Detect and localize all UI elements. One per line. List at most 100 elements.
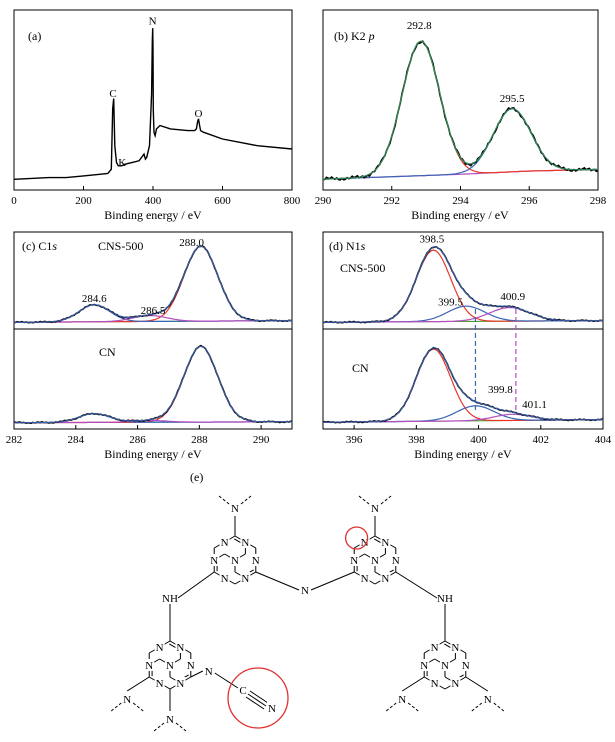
heptazine-1-atom-3: N: [221, 573, 229, 585]
bridge-1a: [255, 571, 300, 591]
panel-a-tick-label-4: 800: [284, 195, 301, 207]
amine-h3-bottom-dash-a: [153, 722, 165, 732]
bridge-1b: [310, 571, 355, 591]
heptazine-2-atom-9-bg: [380, 572, 391, 584]
panel-d-label-orbital: s: [361, 239, 366, 253]
heptazine-2-atom-10: N: [361, 573, 369, 585]
heptazine-4-atom-26-bg: [429, 641, 440, 653]
heptazine-1-atom-1: N: [252, 555, 260, 567]
cyano-n-bg: [267, 702, 277, 714]
amine-h3-left-bond: [126, 676, 150, 692]
cyano-link-b: [214, 672, 239, 689]
panel-d-sub1-annotation-0: 399.8: [488, 384, 513, 396]
panel-c-sub0-annotation-0: 288.0: [179, 237, 204, 249]
panel-d-tick-label-4: 404: [595, 434, 612, 446]
cyano-triple-3: [245, 696, 265, 710]
heptazine-4-atom-23-bg: [450, 677, 461, 689]
panel-d-sub1-annotation-1: 401.1: [522, 399, 547, 411]
panel-a-tick-label-0: 0: [11, 195, 17, 207]
heptazine-3-atom-20-bg: [165, 659, 175, 671]
bridge-1-n-bg: [300, 584, 310, 596]
heptazine-3-atom-15: N: [187, 660, 195, 672]
panel-d-plot: 398.5 399.5 400.9 399.8 401.1 396 398 400 402 404: [322, 233, 612, 446]
heptazine-2-atom-7-bg: [380, 536, 391, 548]
panel-b: (b) K2 p 290 292 294 296 298 292.8 295.5 Bindi…: [315, 9, 607, 222]
panel-c: (c) C1s CNS-500 CN 288.0 284.6 286.5 282 284…: [6, 231, 293, 461]
panel-b-plot: 290 292 294 296 298 292.8 295.5: [315, 20, 607, 207]
amine-h3-left-dash-a: [110, 702, 122, 712]
panel-b-tick-label-3: 296: [521, 195, 538, 207]
heptazine-3-atom-19-bg: [154, 641, 165, 653]
heptazine-4-atom-22-bg: [460, 659, 471, 671]
cyano-c-bg: [238, 684, 248, 696]
amine-h4-right-dash-a: [471, 702, 483, 712]
panel-d-sub1-peak-0: [323, 348, 603, 423]
panel-a-xlabel: Binding energy / eV: [104, 208, 202, 222]
heptazine-4-atom-21: N: [451, 642, 459, 654]
panel-b-annotation-1: 295.5: [500, 93, 525, 105]
panel-a: (a) 0 200 400 600 800 C K N O Binding energy / e…: [11, 9, 301, 222]
panel-a-annotation-2: N: [149, 16, 157, 28]
heptazine-3-atom-15-bg: [185, 659, 196, 671]
panel-a-survey-line: [13, 28, 293, 180]
heptazine-4-atom-23: N: [451, 678, 459, 690]
heptazine-1-atom-6: N: [231, 555, 239, 567]
panel-d-sample-top: CNS-500: [340, 261, 385, 275]
panel-d: (d) N1s CNS-500 CN 398.5 399.5 400.9 399.8 4…: [322, 231, 612, 461]
cyano-link-a: [190, 670, 204, 678]
panel-d-xlabel: Binding energy / eV: [414, 447, 512, 461]
amine-h4-right-dash-b: [493, 702, 505, 712]
panel-c-xlabel: Binding energy / eV: [104, 447, 202, 461]
amine-h4-right-n-bg: [482, 693, 493, 705]
heptazine-2-atom-13-bg: [370, 554, 380, 566]
panel-a-plot: 0 200 400 600 800 C K N O: [11, 16, 301, 207]
heptazine-1-atom-0-bg: [240, 536, 251, 548]
heptazine-3-atom-17: N: [156, 678, 164, 690]
heptazine-4-atom-27-bg: [440, 659, 450, 671]
amine-top-2-dash-b: [380, 495, 392, 505]
panel-d-tick-label-2: 400: [470, 434, 487, 446]
bridge-1-n: N: [301, 585, 309, 597]
cyano-amine-n-bg: [203, 665, 214, 677]
heptazine-3-atom-14: N: [176, 642, 184, 654]
heptazine-1-atom-0: N: [241, 537, 249, 549]
heptazine-1-atom-2: N: [241, 573, 249, 585]
panel-c-sub0-annotation-2: 286.5: [141, 305, 166, 317]
panel-d-sub0-annotation-2: 400.9: [500, 291, 525, 303]
amine-h4-left-bond: [401, 676, 425, 692]
panel-b-tick-label-0: 290: [315, 195, 332, 207]
cyano-c: C: [239, 685, 246, 697]
heptazine-4-atom-22: N: [462, 660, 470, 672]
amine-h3-left-dash-b: [132, 702, 144, 712]
panel-b-fit-line: [323, 40, 599, 180]
panel-d-sub0-fit: [323, 246, 603, 323]
panel-d-sub1-raw: [322, 346, 604, 424]
heptazine-3-atom-19: N: [156, 642, 164, 654]
panel-c-tick-label-3: 288: [191, 434, 208, 446]
panel-a-tick-label-3: 600: [214, 195, 231, 207]
cyano-triple-2: [249, 690, 269, 704]
amine-h4-left-n: N: [398, 694, 406, 706]
amine-h4-left-dash-b: [407, 702, 419, 712]
panel-c-tick-label-0: 282: [6, 434, 23, 446]
heptazine-1-atom-4-bg: [209, 554, 220, 566]
amine-top-1-dash-a: [218, 495, 230, 505]
heptazine-3-atom-18-bg: [144, 659, 155, 671]
panel-d-sub0-annotation-1: 399.5: [438, 296, 463, 308]
amine-top-1-n-bg: [230, 502, 240, 514]
heptazine-3-atom-20: N: [166, 660, 174, 672]
panel-e-label: (e): [190, 470, 203, 484]
nh-1-label: NH: [162, 593, 178, 605]
panel-d-sub1-fit: [323, 347, 603, 423]
panel-c-label: (c) C1s: [22, 239, 57, 253]
panel-a-annotation-3: O: [195, 108, 203, 120]
cyano-amine-n: N: [205, 666, 213, 678]
panel-d-sub0-annotation-0: 398.5: [420, 233, 445, 245]
heptazine-2-atom-7: N: [381, 537, 389, 549]
nh-2-bond-a: [395, 571, 438, 599]
heptazine-2-atom-12: N: [361, 537, 369, 549]
heptazine-2-atom-8-bg: [390, 554, 401, 566]
heptazine-3-atom-14-bg: [175, 641, 186, 653]
panel-d-tick-label-1: 398: [408, 434, 425, 446]
